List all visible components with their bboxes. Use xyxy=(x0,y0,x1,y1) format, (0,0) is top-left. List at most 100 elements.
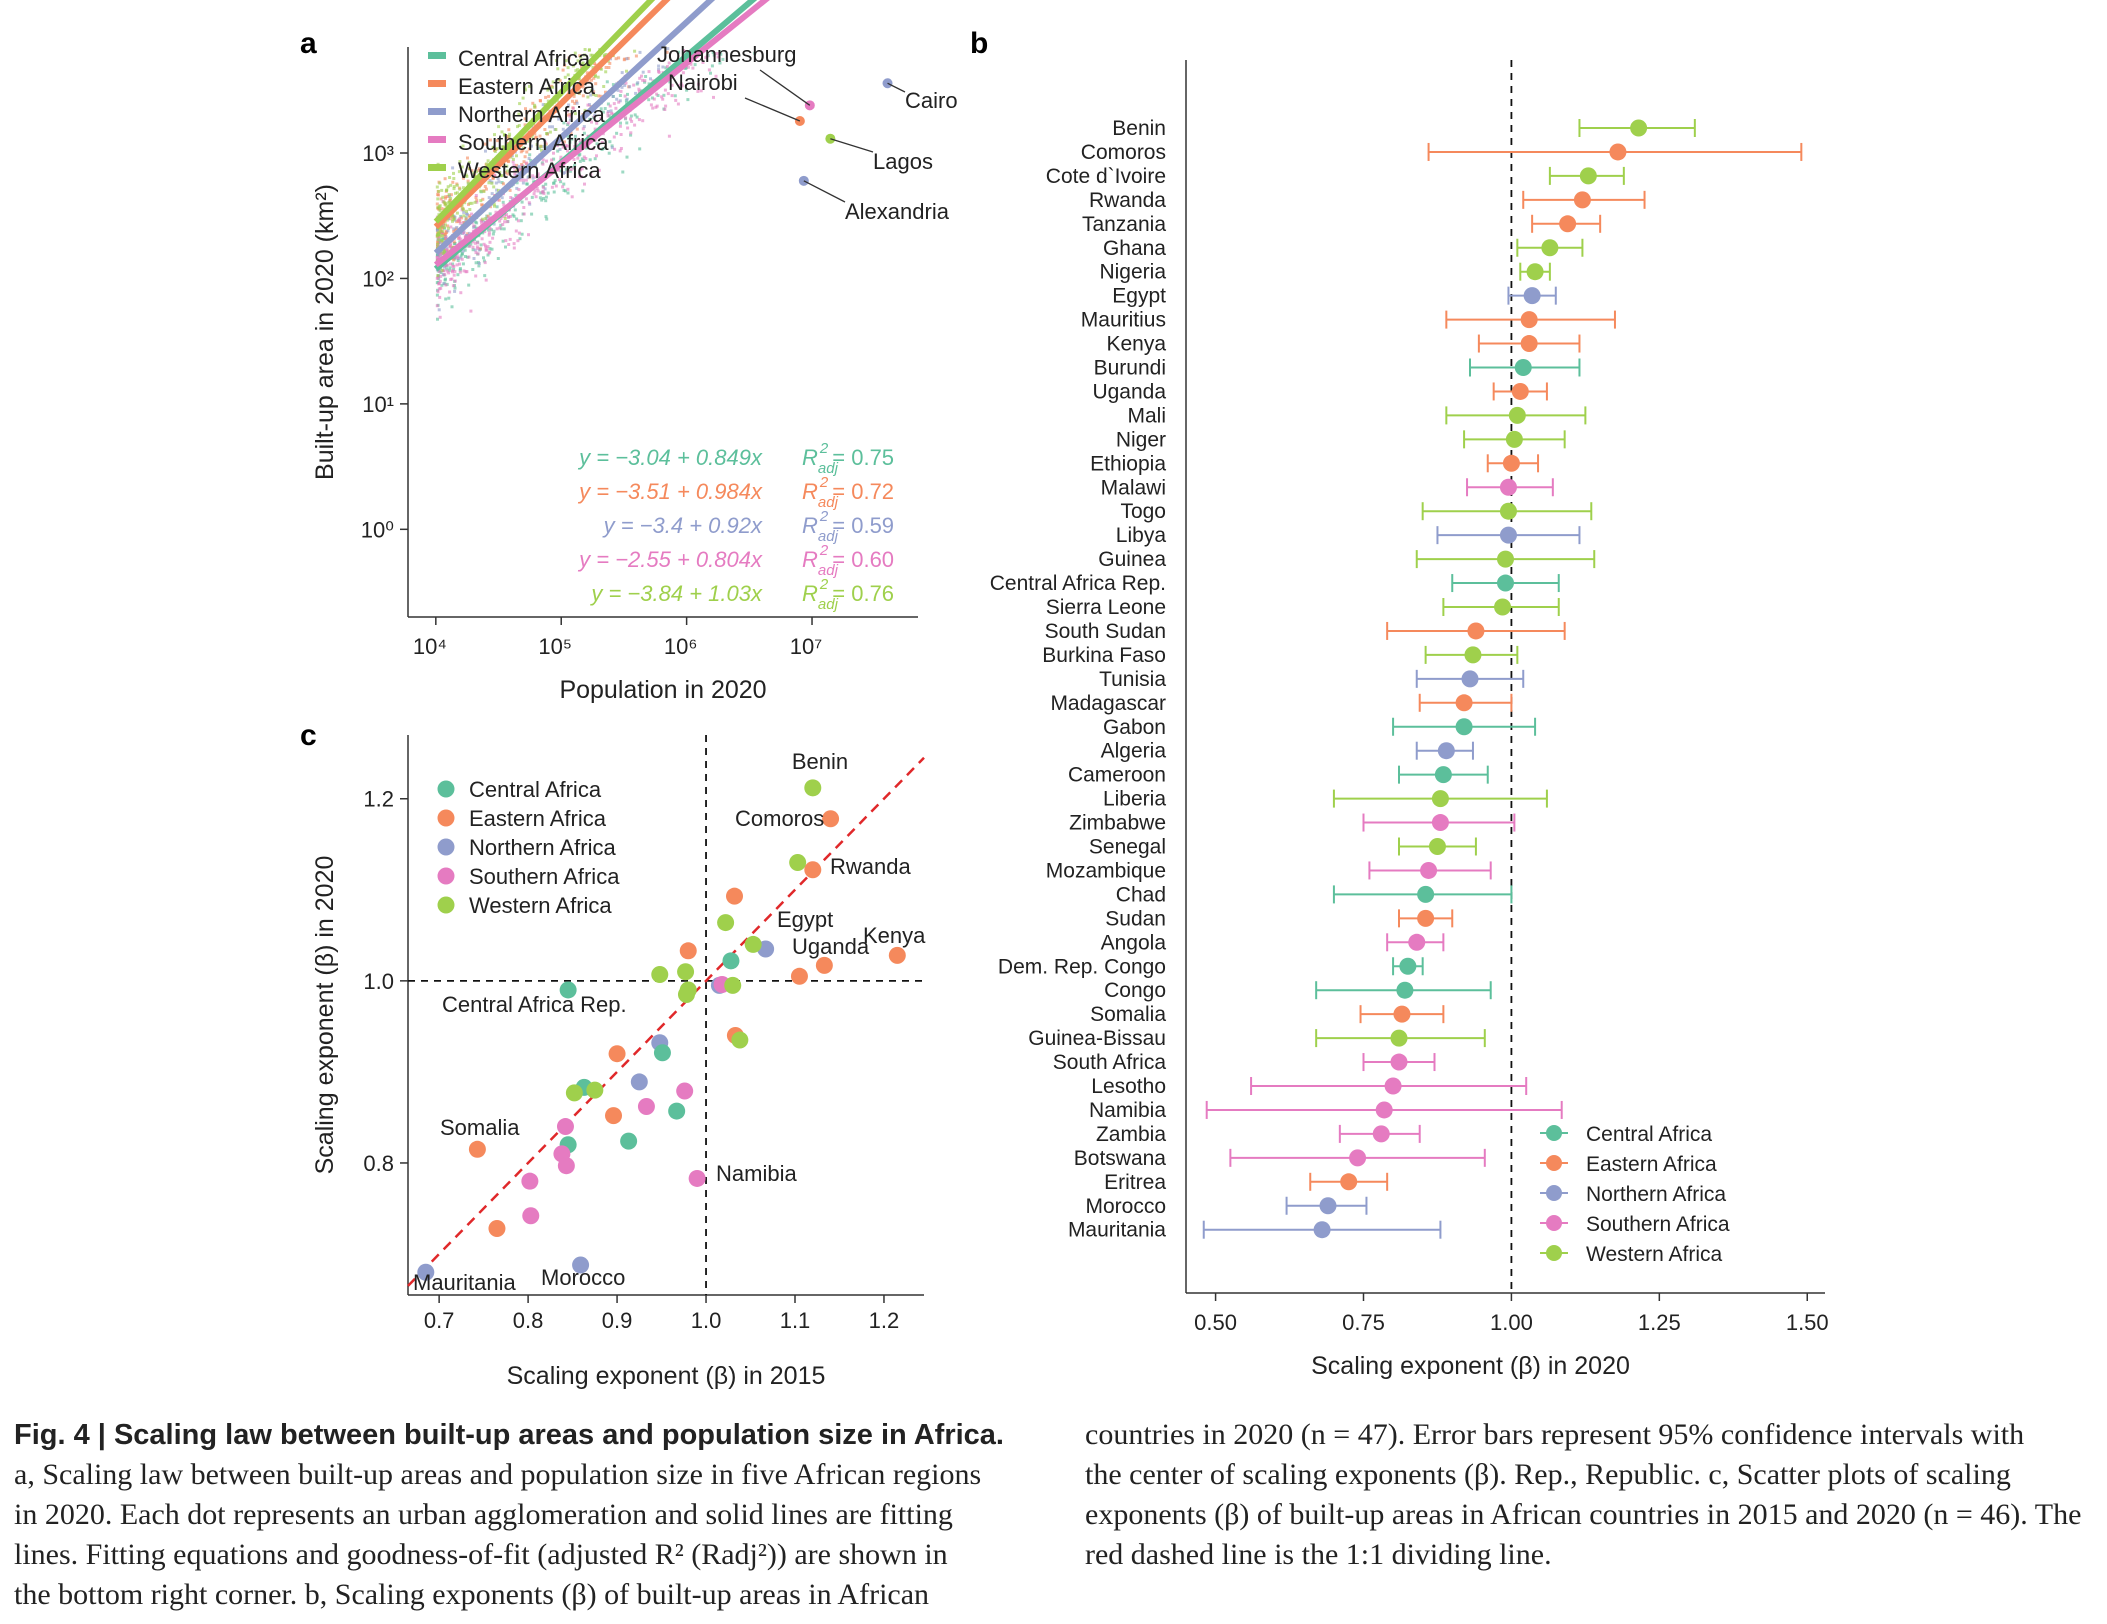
city-point-western-africa xyxy=(452,185,456,189)
legend-label-eastern-africa: Eastern Africa xyxy=(469,806,607,831)
city-point-southern-africa xyxy=(618,124,622,128)
city-point-southern-africa xyxy=(536,189,540,193)
city-point-central-africa xyxy=(501,239,505,243)
city-point-central-africa xyxy=(458,268,462,272)
city-point-eastern-africa xyxy=(568,113,572,117)
beta-point-malawi xyxy=(1499,478,1517,496)
city-point-western-africa xyxy=(448,176,452,179)
city-point-southern-africa xyxy=(641,119,645,123)
city-point-western-africa xyxy=(555,99,559,103)
city-point-central-africa xyxy=(529,158,533,162)
y-axis-title: Built-up area in 2020 (km²) xyxy=(311,184,339,480)
city-point-northern-africa xyxy=(641,70,645,74)
city-point-western-africa xyxy=(533,103,537,107)
city-point-western-africa xyxy=(442,226,446,229)
city-point-southern-africa xyxy=(484,278,488,282)
city-point-southern-africa xyxy=(457,234,461,238)
city-point-southern-africa xyxy=(516,219,520,223)
city-point-eastern-africa xyxy=(634,54,638,58)
city-point-western-africa xyxy=(451,213,454,217)
city-point-southern-africa xyxy=(455,263,459,267)
city-point-central-africa xyxy=(530,212,534,216)
city-point-southern-africa xyxy=(571,106,575,110)
city-point-southern-africa xyxy=(467,255,471,259)
city-point-western-africa xyxy=(438,209,442,213)
city-point-central-africa xyxy=(709,71,712,75)
city-point-eastern-africa xyxy=(475,198,479,202)
country-label-eritrea: Eritrea xyxy=(1104,1171,1166,1194)
beta-point-guinea-bissau xyxy=(1390,1029,1408,1047)
city-point-northern-africa xyxy=(531,176,535,180)
city-point-southern-africa xyxy=(437,287,441,291)
city-point-southern-africa xyxy=(568,114,572,118)
city-point-southern-africa xyxy=(566,121,570,125)
city-point-eastern-africa xyxy=(461,176,465,180)
city-point-western-africa xyxy=(437,189,441,193)
city-point-northern-africa xyxy=(488,179,492,183)
city-point-western-africa xyxy=(499,174,503,177)
city-point-southern-africa xyxy=(453,270,457,274)
x-tick-label: 0.75 xyxy=(1342,1310,1385,1335)
city-point-southern-africa xyxy=(447,271,451,275)
y-tick-label: 10¹ xyxy=(362,392,394,417)
city-point-western-africa xyxy=(505,164,509,168)
city-point-northern-africa xyxy=(490,192,494,196)
city-point-central-africa xyxy=(566,191,570,195)
city-point-western-africa xyxy=(452,177,456,180)
country-label-central-africa-rep: Central Africa Rep. xyxy=(990,572,1166,595)
country-label-guinea: Guinea xyxy=(1098,548,1166,571)
city-point-eastern-africa xyxy=(614,57,618,61)
city-point-southern-africa xyxy=(480,237,484,241)
city-point-southern-africa xyxy=(550,185,554,189)
country-label-ghana: Ghana xyxy=(1103,237,1166,260)
city-point-southern-africa xyxy=(559,155,563,159)
city-point-southern-africa xyxy=(437,282,441,286)
beta-point xyxy=(565,1084,583,1102)
legend-label-central-africa: Central Africa xyxy=(469,777,602,802)
city-point-central-africa xyxy=(599,107,603,111)
city-point-western-africa xyxy=(524,88,527,92)
city-point-central-africa xyxy=(650,96,654,100)
city-point-western-africa xyxy=(441,240,445,244)
city-point-northern-africa xyxy=(609,109,613,113)
city-point-southern-africa xyxy=(637,118,641,122)
beta-point-morocco xyxy=(1319,1197,1337,1215)
city-point-southern-africa xyxy=(480,219,484,223)
beta-point xyxy=(556,1118,574,1136)
city-point-southern-africa xyxy=(576,156,580,160)
city-point-northern-africa xyxy=(615,97,619,101)
city-point-eastern-africa xyxy=(483,142,487,146)
city-point-southern-africa xyxy=(707,68,711,72)
city-point-western-africa xyxy=(437,232,441,236)
city-point-southern-africa xyxy=(508,237,512,241)
city-point-northern-africa xyxy=(661,65,665,69)
city-point-central-africa xyxy=(710,64,714,68)
beta-point xyxy=(815,956,833,974)
city-point-western-africa xyxy=(493,150,497,153)
city-point-southern-africa xyxy=(654,105,658,109)
city-point-southern-africa xyxy=(612,135,616,139)
legend-label-western-africa: Western Africa xyxy=(469,893,612,918)
country-label-mauritania: Mauritania xyxy=(1068,1219,1166,1242)
city-point-western-africa xyxy=(443,201,447,205)
city-point-southern-africa xyxy=(676,102,680,106)
city-point-southern-africa xyxy=(563,146,567,149)
city-point-northern-africa xyxy=(437,308,441,312)
city-point-central-africa xyxy=(582,131,586,135)
beta-point-benin xyxy=(804,779,822,797)
city-point-southern-africa xyxy=(455,254,459,258)
city-point-northern-africa xyxy=(563,170,567,174)
point-label-rwanda: Rwanda xyxy=(830,854,911,879)
x-tick-label: 10⁵ xyxy=(538,634,572,659)
city-point-northern-africa xyxy=(616,88,620,92)
city-point-western-africa xyxy=(457,170,461,174)
city-point-eastern-africa xyxy=(585,71,589,75)
city-point-central-africa xyxy=(453,286,457,290)
city-point-western-africa xyxy=(604,70,608,74)
city-point-eastern-africa xyxy=(594,63,598,67)
city-point-southern-africa xyxy=(512,242,516,246)
city-point-southern-africa xyxy=(555,143,559,147)
city-point-southern-africa xyxy=(527,201,531,205)
city-point-central-africa xyxy=(635,115,639,119)
city-point-southern-africa xyxy=(643,79,647,83)
